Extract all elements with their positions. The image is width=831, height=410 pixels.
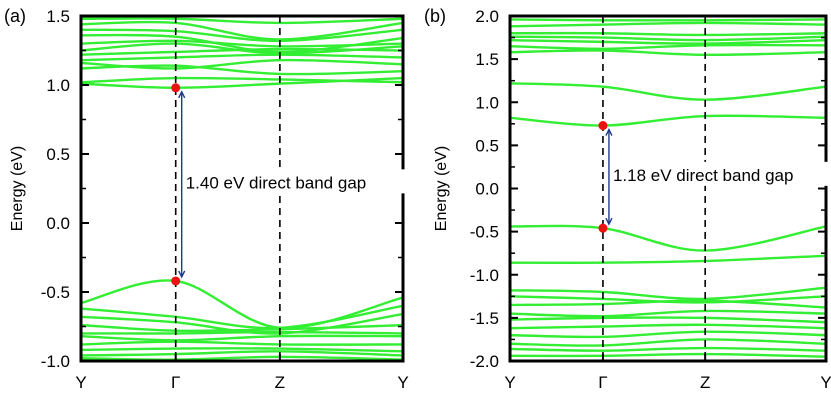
k-point-label: Y bbox=[504, 373, 515, 392]
valence-band-0 bbox=[81, 279, 403, 330]
y-tick-label: -1.0 bbox=[470, 266, 499, 285]
bands bbox=[510, 18, 826, 358]
valence-band-4 bbox=[510, 299, 826, 309]
panel-b: 2.0 1.5 1.0 0.5 0.0 -0.5 -1.0 -1.5 -2.0 Y Γ Z Y Energ… bbox=[424, 6, 831, 392]
conduction-band-11 bbox=[81, 17, 403, 25]
conduction-band-3 bbox=[81, 58, 403, 70]
valence-band-9 bbox=[510, 338, 826, 347]
y-tick-label: -0.5 bbox=[470, 223, 499, 242]
annotation-bg bbox=[183, 169, 406, 194]
valence-band-7 bbox=[81, 347, 403, 353]
valence-band-11 bbox=[510, 352, 826, 358]
conduction-band-2 bbox=[510, 49, 826, 57]
y-tick-label: 0.5 bbox=[46, 145, 70, 164]
conduction-band-10 bbox=[81, 20, 403, 41]
conduction-band-8 bbox=[510, 18, 826, 22]
valence-band-1 bbox=[510, 254, 826, 265]
y-tick-label: 0.5 bbox=[475, 136, 499, 155]
conduction-band-9 bbox=[81, 28, 403, 43]
conduction-band-3 bbox=[510, 43, 826, 50]
plot-frame bbox=[508, 14, 828, 363]
conduction-band-1 bbox=[510, 82, 826, 101]
valence-band-0 bbox=[510, 224, 826, 252]
conduction-band-6 bbox=[510, 31, 826, 37]
gap-arrowhead bbox=[605, 217, 613, 226]
y-tick-label: -1.5 bbox=[470, 309, 499, 328]
conduction-band-6 bbox=[81, 42, 403, 55]
valence-band-6 bbox=[81, 340, 403, 346]
y-tick-label: 0.0 bbox=[46, 214, 70, 233]
valence-band-8 bbox=[81, 350, 403, 357]
valence-band-8 bbox=[510, 330, 826, 339]
conduction-band-1 bbox=[81, 76, 403, 84]
cbm-point bbox=[598, 121, 608, 131]
y-tick-label: -0.5 bbox=[41, 283, 70, 302]
conduction-band-0 bbox=[510, 114, 826, 127]
valence-band-3 bbox=[81, 323, 403, 333]
conduction-band-7 bbox=[510, 21, 826, 28]
y-tick-label: -1.0 bbox=[41, 352, 70, 371]
conduction-band-4 bbox=[81, 53, 403, 62]
y-tick-label: -2.0 bbox=[470, 352, 499, 371]
valence-band-5 bbox=[81, 334, 403, 342]
valence-band-1 bbox=[81, 304, 403, 330]
valence-band-7 bbox=[510, 323, 826, 330]
panel-label: (a) bbox=[4, 6, 26, 26]
panel-label: (b) bbox=[424, 6, 446, 26]
conduction-band-5 bbox=[510, 35, 826, 42]
gap-arrowhead bbox=[605, 127, 613, 136]
valence-band-4 bbox=[81, 330, 403, 335]
k-point-label: Z bbox=[275, 373, 285, 392]
y-tick-label: 1.5 bbox=[46, 7, 70, 26]
bands bbox=[81, 17, 403, 361]
valence-band-9 bbox=[81, 355, 403, 361]
y-tick-label: 0.0 bbox=[475, 180, 499, 199]
y-tick-label: 1.0 bbox=[475, 93, 499, 112]
gap-annotation: 1.40 eV direct band gap bbox=[186, 173, 367, 192]
vbm-point bbox=[171, 276, 181, 286]
conduction-band-8 bbox=[81, 33, 403, 54]
k-point-label: Y bbox=[820, 373, 831, 392]
y-tick-label: 2.0 bbox=[475, 7, 499, 26]
gap-annotation: 1.18 eV direct band gap bbox=[613, 166, 794, 185]
conduction-band-4 bbox=[510, 38, 826, 45]
valence-band-2 bbox=[510, 286, 826, 301]
valence-band-10 bbox=[510, 346, 826, 352]
y-tick-label: 1.5 bbox=[475, 50, 499, 69]
valence-band-6 bbox=[510, 316, 826, 324]
y-axis-label: Energy (eV) bbox=[9, 146, 26, 231]
gap-arrowhead bbox=[178, 270, 186, 279]
cbm-point bbox=[171, 83, 181, 93]
k-point-label: Y bbox=[75, 373, 86, 392]
valence-band-5 bbox=[510, 309, 826, 318]
k-point-label: Y bbox=[397, 373, 408, 392]
gap-arrowhead bbox=[178, 90, 186, 99]
y-tick-label: 1.0 bbox=[46, 76, 70, 95]
vbm-point bbox=[598, 223, 608, 233]
k-point-label: Γ bbox=[598, 373, 607, 392]
panel-a: 1.5 1.0 0.5 0.0 -0.5 -1.0 Y Γ Z Y Energy (eV) (a) 1.… bbox=[4, 6, 409, 392]
k-point-label: Z bbox=[700, 373, 710, 392]
k-point-label: Γ bbox=[171, 373, 180, 392]
annotation-bg bbox=[610, 161, 831, 186]
y-axis-label: Energy (eV) bbox=[433, 146, 450, 231]
